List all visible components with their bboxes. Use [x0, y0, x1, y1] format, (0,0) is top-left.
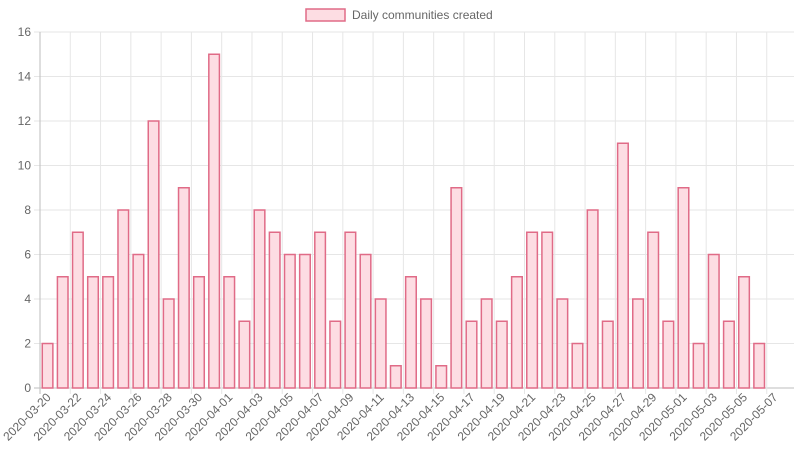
bar[interactable] — [374, 298, 387, 389]
y-tick-label: 14 — [18, 70, 32, 84]
grid — [34, 31, 794, 394]
bar[interactable] — [601, 320, 614, 389]
bar[interactable] — [526, 231, 539, 389]
bar[interactable] — [495, 320, 508, 389]
bar[interactable] — [283, 253, 296, 389]
y-tick-label: 8 — [24, 203, 31, 217]
bar[interactable] — [753, 342, 766, 389]
x-axis: 2020-03-202020-03-222020-03-242020-03-26… — [0, 390, 780, 444]
bar[interactable] — [632, 298, 645, 389]
bar[interactable] — [707, 253, 720, 389]
bar[interactable] — [571, 342, 584, 389]
bar[interactable] — [435, 365, 448, 389]
bar[interactable] — [465, 320, 478, 389]
bar[interactable] — [102, 276, 115, 389]
bar[interactable] — [692, 342, 705, 389]
y-tick-label: 12 — [18, 114, 32, 128]
bar[interactable] — [420, 298, 433, 389]
bar[interactable] — [268, 231, 281, 389]
bar[interactable] — [253, 209, 266, 389]
bar[interactable] — [147, 120, 160, 389]
bar[interactable] — [359, 253, 372, 389]
bar[interactable] — [86, 276, 100, 389]
bar[interactable] — [56, 276, 69, 389]
bar[interactable] — [677, 187, 690, 389]
legend-swatch — [305, 8, 346, 22]
bar[interactable] — [329, 320, 342, 389]
bar[interactable] — [41, 342, 54, 389]
y-tick-label: 2 — [24, 337, 31, 351]
bar[interactable] — [616, 142, 629, 389]
bars — [41, 53, 766, 389]
y-tick-label: 6 — [24, 248, 31, 262]
y-tick-label: 0 — [24, 381, 31, 395]
bar[interactable] — [586, 209, 599, 389]
bar[interactable] — [223, 276, 236, 389]
bar[interactable] — [208, 53, 221, 389]
bar[interactable] — [404, 276, 417, 389]
y-axis: 0 2 4 6 8 10 12 14 16 — [18, 25, 32, 395]
bar[interactable] — [132, 253, 145, 389]
legend-label: Daily communities created — [352, 8, 493, 22]
bar[interactable] — [737, 276, 751, 389]
bar[interactable] — [344, 231, 357, 389]
bar[interactable] — [541, 231, 554, 389]
bar[interactable] — [298, 253, 312, 389]
bar[interactable] — [480, 298, 493, 389]
bar[interactable] — [510, 276, 523, 389]
bar[interactable] — [117, 209, 130, 389]
bar[interactable] — [722, 320, 735, 389]
bar[interactable] — [556, 298, 569, 389]
y-tick-label: 4 — [24, 292, 31, 306]
bar[interactable] — [662, 320, 675, 389]
bar[interactable] — [389, 365, 402, 389]
bar[interactable] — [192, 276, 206, 389]
legend[interactable]: Daily communities created — [305, 8, 493, 22]
bar[interactable] — [238, 320, 251, 389]
y-tick-label: 10 — [18, 159, 32, 173]
bar[interactable] — [162, 298, 175, 389]
y-tick-label: 16 — [18, 25, 32, 39]
bar[interactable] — [314, 231, 327, 389]
bar[interactable] — [647, 231, 660, 389]
bar[interactable] — [71, 231, 84, 389]
bar[interactable] — [450, 187, 463, 389]
bar[interactable] — [177, 187, 190, 389]
